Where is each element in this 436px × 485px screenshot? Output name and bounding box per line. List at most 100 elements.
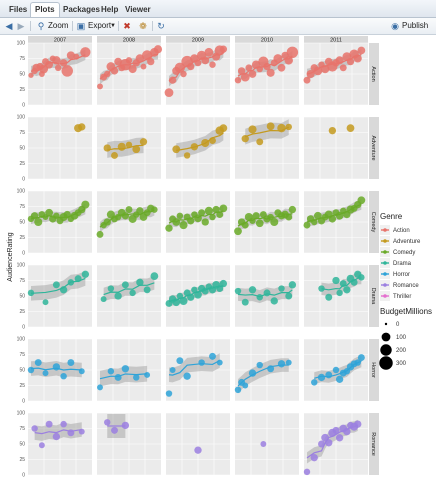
confidence-band <box>238 358 289 393</box>
data-point <box>343 286 351 294</box>
data-point <box>176 357 184 365</box>
data-point <box>104 70 111 78</box>
legend-size-item: 0 <box>396 322 400 328</box>
tab-files[interactable]: Files <box>9 5 28 14</box>
strip-genre-adventure <box>369 117 379 179</box>
zoom-button[interactable]: Zoom <box>48 21 69 30</box>
data-point <box>133 374 140 381</box>
data-point <box>248 70 257 78</box>
data-point <box>353 54 362 63</box>
legend-key-point <box>383 239 387 243</box>
zoom-icon[interactable]: ⚲ <box>37 21 45 31</box>
data-point <box>187 62 195 71</box>
data-point <box>285 359 292 366</box>
data-point <box>60 420 67 428</box>
data-point <box>267 365 275 373</box>
legend-size-point <box>380 344 392 356</box>
data-point <box>260 441 267 447</box>
smooth-line <box>103 282 155 296</box>
data-point <box>335 375 344 383</box>
y-tick-label: 25 <box>19 457 25 463</box>
data-point <box>204 47 214 57</box>
data-point <box>277 63 286 72</box>
tab-plots[interactable]: Plots <box>30 2 60 17</box>
data-point <box>52 56 61 65</box>
forward-arrow-icon[interactable]: ▶ <box>17 21 25 31</box>
data-point <box>241 135 249 143</box>
legend-genre-item: Thriller <box>393 294 411 300</box>
data-point <box>45 60 54 69</box>
strip-year-label: 2009 <box>192 38 204 44</box>
data-point <box>179 221 188 230</box>
legend-size-point <box>381 332 391 342</box>
data-point <box>242 382 249 389</box>
data-point <box>256 138 264 146</box>
data-point <box>325 293 333 301</box>
publish-icon[interactable]: ◉ <box>391 21 399 31</box>
y-tick-label: 50 <box>19 294 25 300</box>
data-point <box>27 366 35 374</box>
chevron-down-icon[interactable]: ▼ <box>110 23 116 29</box>
data-point <box>150 272 159 281</box>
data-point <box>164 88 174 97</box>
data-point <box>313 66 323 76</box>
data-point <box>194 290 202 299</box>
data-point <box>30 212 39 220</box>
data-point <box>270 217 279 227</box>
data-point <box>198 209 206 217</box>
data-point <box>288 281 297 289</box>
data-point <box>117 142 126 151</box>
tab-packages[interactable]: Packages <box>63 5 100 14</box>
data-point <box>142 50 153 61</box>
data-point <box>67 429 75 437</box>
tab-viewer[interactable]: Viewer <box>125 5 151 14</box>
refresh-icon[interactable]: ↻ <box>157 21 165 31</box>
data-point <box>219 204 228 213</box>
remove-plot-icon[interactable]: ✖ <box>123 21 131 31</box>
data-point <box>147 57 155 66</box>
legend-genre-item: Romance <box>393 283 419 289</box>
y-tick-label: 100 <box>17 337 26 343</box>
data-point <box>266 122 275 131</box>
data-point <box>183 152 191 159</box>
y-tick-label: 25 <box>19 161 25 167</box>
y-tick-label: 100 <box>17 41 26 47</box>
data-point <box>277 360 286 368</box>
data-point <box>151 206 158 213</box>
data-point <box>252 212 260 220</box>
y-tick-label: 0 <box>22 103 25 109</box>
smooth-line <box>99 373 148 380</box>
data-point <box>103 144 111 152</box>
data-point <box>74 275 82 283</box>
data-point <box>219 279 228 288</box>
data-point <box>42 370 49 377</box>
data-point <box>80 47 91 58</box>
data-point <box>201 56 210 65</box>
data-point <box>285 213 293 221</box>
data-point <box>136 207 144 215</box>
back-arrow-icon[interactable]: ◀ <box>5 21 13 31</box>
data-point <box>273 54 283 63</box>
legend-key-point <box>383 250 387 254</box>
legend: Genre Action Adventure Comedy Drama Horror Rom… <box>379 212 432 370</box>
data-point <box>256 361 263 369</box>
strip-year-label: 2008 <box>123 38 135 44</box>
data-point <box>165 224 173 232</box>
y-tick-label: 0 <box>22 473 25 479</box>
export-icon[interactable]: ▣ <box>76 21 86 31</box>
data-point <box>339 280 347 288</box>
tab-help[interactable]: Help <box>101 5 119 14</box>
data-point <box>248 286 257 294</box>
broom-icon[interactable]: ❁ <box>139 21 147 31</box>
confidence-band <box>176 125 224 158</box>
data-point <box>42 299 49 306</box>
strip-genre-romance <box>369 413 379 475</box>
strip-genre-label: Drama <box>370 288 376 305</box>
export-button[interactable]: Export <box>88 21 112 30</box>
data-point <box>52 363 61 371</box>
data-point <box>97 384 103 391</box>
publish-button[interactable]: Publish <box>402 21 429 30</box>
data-point <box>270 297 278 305</box>
data-point <box>339 64 347 72</box>
data-point <box>241 298 249 306</box>
